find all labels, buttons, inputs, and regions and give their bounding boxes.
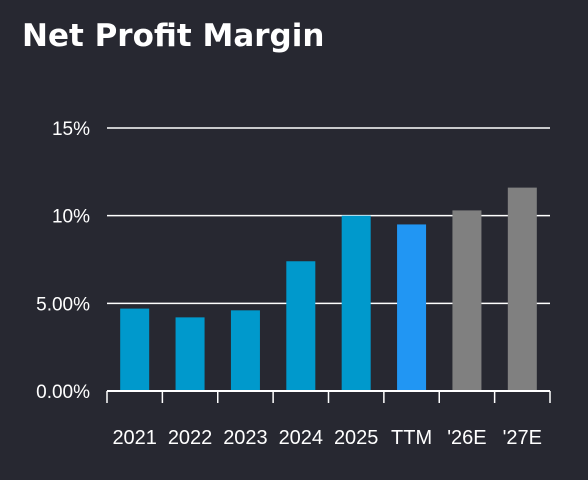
x-tick-label: '26E <box>447 427 486 449</box>
bar-7 <box>507 187 537 391</box>
x-tick-label: '27E <box>503 427 542 449</box>
x-tick-label: 2023 <box>223 427 268 449</box>
y-tick-label: 0.00% <box>36 382 90 403</box>
bar-2 <box>230 310 260 391</box>
x-tick-label: 2021 <box>112 427 157 449</box>
x-tick-label: 2024 <box>279 427 324 449</box>
y-tick-label: 15% <box>52 119 90 140</box>
bar-0 <box>120 308 150 391</box>
x-tick-label: 2022 <box>168 427 213 449</box>
bar-1 <box>175 317 205 391</box>
x-tick-label: TTM <box>391 427 432 449</box>
chart-title: Net Profit Margin <box>22 18 325 54</box>
bar-3 <box>286 261 316 391</box>
bar-5 <box>397 224 427 391</box>
x-tick-label: 2025 <box>334 427 379 449</box>
y-tick-label: 10% <box>52 207 90 228</box>
y-tick-label: 5.00% <box>36 294 90 315</box>
bar-4 <box>341 215 371 391</box>
bar-6 <box>452 210 482 391</box>
